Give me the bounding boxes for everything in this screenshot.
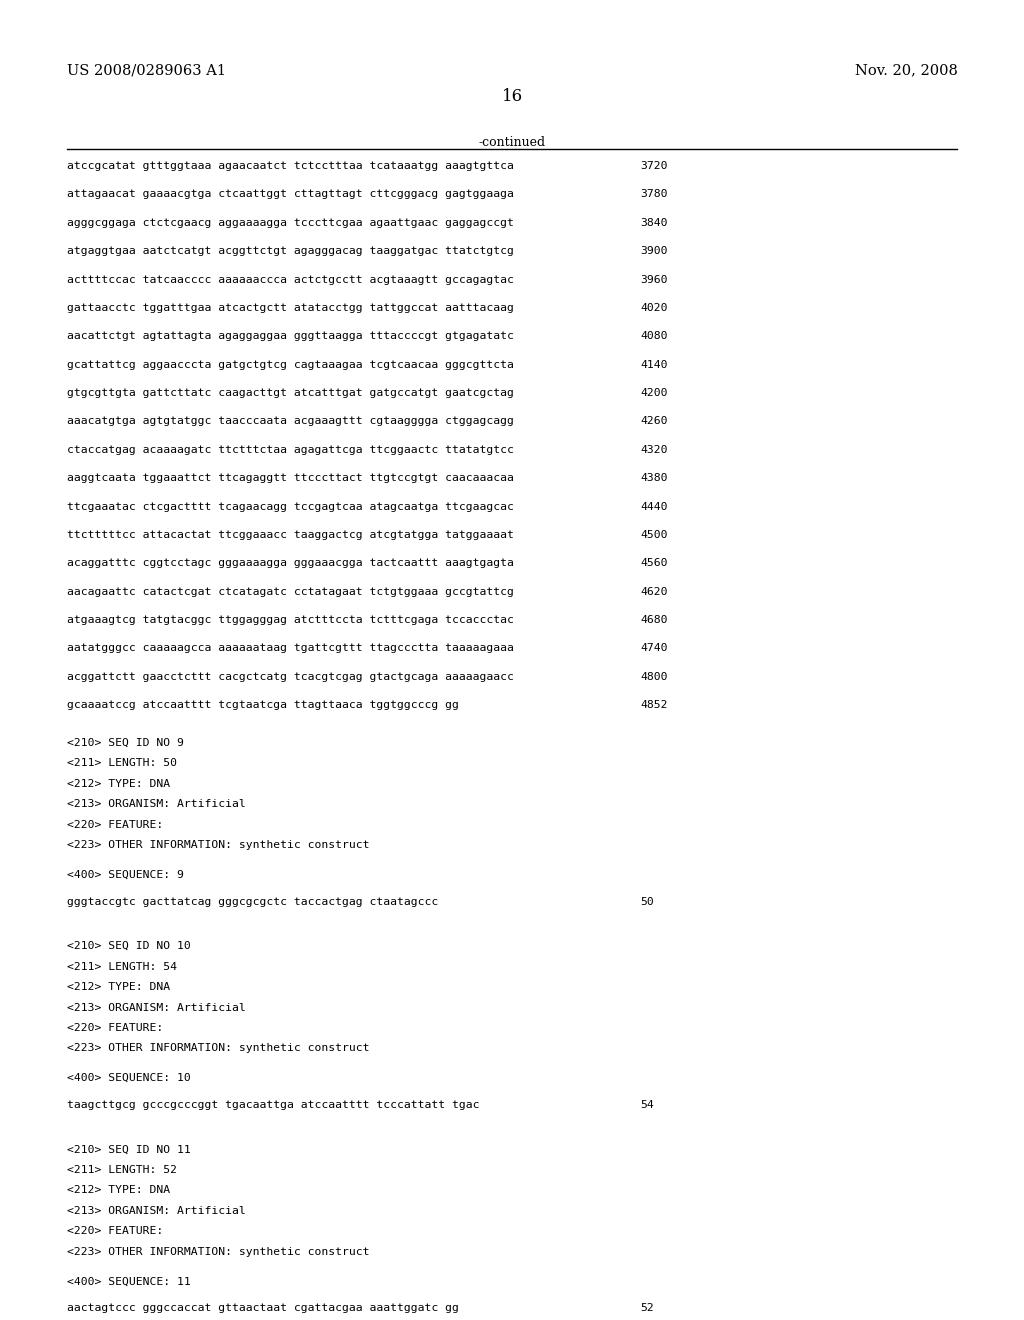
Text: <223> OTHER INFORMATION: synthetic construct: <223> OTHER INFORMATION: synthetic const… <box>67 1043 369 1053</box>
Text: <213> ORGANISM: Artificial: <213> ORGANISM: Artificial <box>67 799 246 809</box>
Text: agggcggaga ctctcgaacg aggaaaagga tcccttcgaa agaattgaac gaggagccgt: agggcggaga ctctcgaacg aggaaaagga tcccttc… <box>67 218 513 228</box>
Text: <220> FEATURE:: <220> FEATURE: <box>67 1226 163 1237</box>
Text: 3780: 3780 <box>640 189 668 199</box>
Text: <211> LENGTH: 54: <211> LENGTH: 54 <box>67 961 176 972</box>
Text: aaggtcaata tggaaattct ttcagaggtt ttcccttact ttgtccgtgt caacaaacaa: aaggtcaata tggaaattct ttcagaggtt ttccctt… <box>67 473 513 483</box>
Text: 50: 50 <box>640 896 653 907</box>
Text: atgaaagtcg tatgtacggc ttggagggag atctttccta tctttcgaga tccaccctac: atgaaagtcg tatgtacggc ttggagggag atctttc… <box>67 615 513 626</box>
Text: gtgcgttgta gattcttatc caagacttgt atcatttgat gatgccatgt gaatcgctag: gtgcgttgta gattcttatc caagacttgt atcattt… <box>67 388 513 399</box>
Text: acggattctt gaacctcttt cacgctcatg tcacgtcgag gtactgcaga aaaaagaacc: acggattctt gaacctcttt cacgctcatg tcacgtc… <box>67 672 513 682</box>
Text: <213> ORGANISM: Artificial: <213> ORGANISM: Artificial <box>67 1205 246 1216</box>
Text: aatatgggcc caaaaagcca aaaaaataag tgattcgttt ttagccctta taaaaagaaa: aatatgggcc caaaaagcca aaaaaataag tgattcg… <box>67 643 513 653</box>
Text: <210> SEQ ID NO 10: <210> SEQ ID NO 10 <box>67 941 190 952</box>
Text: <220> FEATURE:: <220> FEATURE: <box>67 1023 163 1034</box>
Text: US 2008/0289063 A1: US 2008/0289063 A1 <box>67 63 225 78</box>
Text: -continued: -continued <box>478 136 546 149</box>
Text: <210> SEQ ID NO 9: <210> SEQ ID NO 9 <box>67 738 183 748</box>
Text: 4500: 4500 <box>640 529 668 540</box>
Text: 3840: 3840 <box>640 218 668 228</box>
Text: 4740: 4740 <box>640 643 668 653</box>
Text: attagaacat gaaaacgtga ctcaattggt cttagttagt cttcgggacg gagtggaaga: attagaacat gaaaacgtga ctcaattggt cttagtt… <box>67 189 513 199</box>
Text: aacagaattc catactcgat ctcatagatc cctatagaat tctgtggaaa gccgtattcg: aacagaattc catactcgat ctcatagatc cctatag… <box>67 586 513 597</box>
Text: gcattattcg aggaacccta gatgctgtcg cagtaaagaa tcgtcaacaa gggcgttcta: gcattattcg aggaacccta gatgctgtcg cagtaaa… <box>67 359 513 370</box>
Text: gggtaccgtc gacttatcag gggcgcgctc taccactgag ctaatagccc: gggtaccgtc gacttatcag gggcgcgctc taccact… <box>67 896 438 907</box>
Text: taagcttgcg gcccgcccggt tgacaattga atccaatttt tcccattatt tgac: taagcttgcg gcccgcccggt tgacaattga atccaa… <box>67 1100 479 1110</box>
Text: <400> SEQUENCE: 11: <400> SEQUENCE: 11 <box>67 1276 190 1287</box>
Text: gcaaaatccg atccaatttt tcgtaatcga ttagttaaca tggtggcccg gg: gcaaaatccg atccaatttt tcgtaatcga ttagtta… <box>67 700 459 710</box>
Text: <210> SEQ ID NO 11: <210> SEQ ID NO 11 <box>67 1144 190 1155</box>
Text: 52: 52 <box>640 1303 653 1313</box>
Text: ttcgaaatac ctcgactttt tcagaacagg tccgagtcaa atagcaatga ttcgaagcac: ttcgaaatac ctcgactttt tcagaacagg tccgagt… <box>67 502 513 512</box>
Text: <223> OTHER INFORMATION: synthetic construct: <223> OTHER INFORMATION: synthetic const… <box>67 840 369 850</box>
Text: 3720: 3720 <box>640 161 668 172</box>
Text: <212> TYPE: DNA: <212> TYPE: DNA <box>67 1185 170 1196</box>
Text: ttctttttcc attacactat ttcggaaacc taaggactcg atcgtatgga tatggaaaat: ttctttttcc attacactat ttcggaaacc taaggac… <box>67 529 513 540</box>
Text: 4260: 4260 <box>640 416 668 426</box>
Text: 4620: 4620 <box>640 586 668 597</box>
Text: <211> LENGTH: 52: <211> LENGTH: 52 <box>67 1164 176 1175</box>
Text: <211> LENGTH: 50: <211> LENGTH: 50 <box>67 758 176 768</box>
Text: 4320: 4320 <box>640 445 668 455</box>
Text: 4380: 4380 <box>640 473 668 483</box>
Text: 16: 16 <box>502 88 522 106</box>
Text: 4140: 4140 <box>640 359 668 370</box>
Text: <212> TYPE: DNA: <212> TYPE: DNA <box>67 982 170 993</box>
Text: <213> ORGANISM: Artificial: <213> ORGANISM: Artificial <box>67 1002 246 1012</box>
Text: aacattctgt agtattagta agaggaggaa gggttaagga tttaccccgt gtgagatatc: aacattctgt agtattagta agaggaggaa gggttaa… <box>67 331 513 342</box>
Text: <400> SEQUENCE: 10: <400> SEQUENCE: 10 <box>67 1073 190 1084</box>
Text: <223> OTHER INFORMATION: synthetic construct: <223> OTHER INFORMATION: synthetic const… <box>67 1246 369 1257</box>
Text: 4080: 4080 <box>640 331 668 342</box>
Text: 4200: 4200 <box>640 388 668 399</box>
Text: <212> TYPE: DNA: <212> TYPE: DNA <box>67 779 170 789</box>
Text: ctaccatgag acaaaagatc ttctttctaa agagattcga ttcggaactc ttatatgtcc: ctaccatgag acaaaagatc ttctttctaa agagatt… <box>67 445 513 455</box>
Text: 3960: 3960 <box>640 275 668 285</box>
Text: atgaggtgaa aatctcatgt acggttctgt agagggacag taaggatgac ttatctgtcg: atgaggtgaa aatctcatgt acggttctgt agaggga… <box>67 246 513 256</box>
Text: <400> SEQUENCE: 9: <400> SEQUENCE: 9 <box>67 870 183 880</box>
Text: aaacatgtga agtgtatggc taacccaata acgaaagttt cgtaagggga ctggagcagg: aaacatgtga agtgtatggc taacccaata acgaaag… <box>67 416 513 426</box>
Text: acaggatttc cggtcctagc gggaaaagga gggaaacgga tactcaattt aaagtgagta: acaggatttc cggtcctagc gggaaaagga gggaaac… <box>67 558 513 569</box>
Text: 4800: 4800 <box>640 672 668 682</box>
Text: <220> FEATURE:: <220> FEATURE: <box>67 820 163 830</box>
Text: Nov. 20, 2008: Nov. 20, 2008 <box>855 63 957 78</box>
Text: 4020: 4020 <box>640 302 668 313</box>
Text: atccgcatat gtttggtaaa agaacaatct tctcctttaa tcataaatgg aaagtgttca: atccgcatat gtttggtaaa agaacaatct tctcctt… <box>67 161 513 172</box>
Text: 4560: 4560 <box>640 558 668 569</box>
Text: 4852: 4852 <box>640 700 668 710</box>
Text: 54: 54 <box>640 1100 653 1110</box>
Text: aactagtccc gggccaccat gttaactaat cgattacgaa aaattggatc gg: aactagtccc gggccaccat gttaactaat cgattac… <box>67 1303 459 1313</box>
Text: 4440: 4440 <box>640 502 668 512</box>
Text: 4680: 4680 <box>640 615 668 626</box>
Text: 3900: 3900 <box>640 246 668 256</box>
Text: gattaacctc tggatttgaa atcactgctt atatacctgg tattggccat aatttacaag: gattaacctc tggatttgaa atcactgctt atatacc… <box>67 302 513 313</box>
Text: acttttccac tatcaacccc aaaaaaccca actctgcctt acgtaaagtt gccagagtac: acttttccac tatcaacccc aaaaaaccca actctgc… <box>67 275 513 285</box>
